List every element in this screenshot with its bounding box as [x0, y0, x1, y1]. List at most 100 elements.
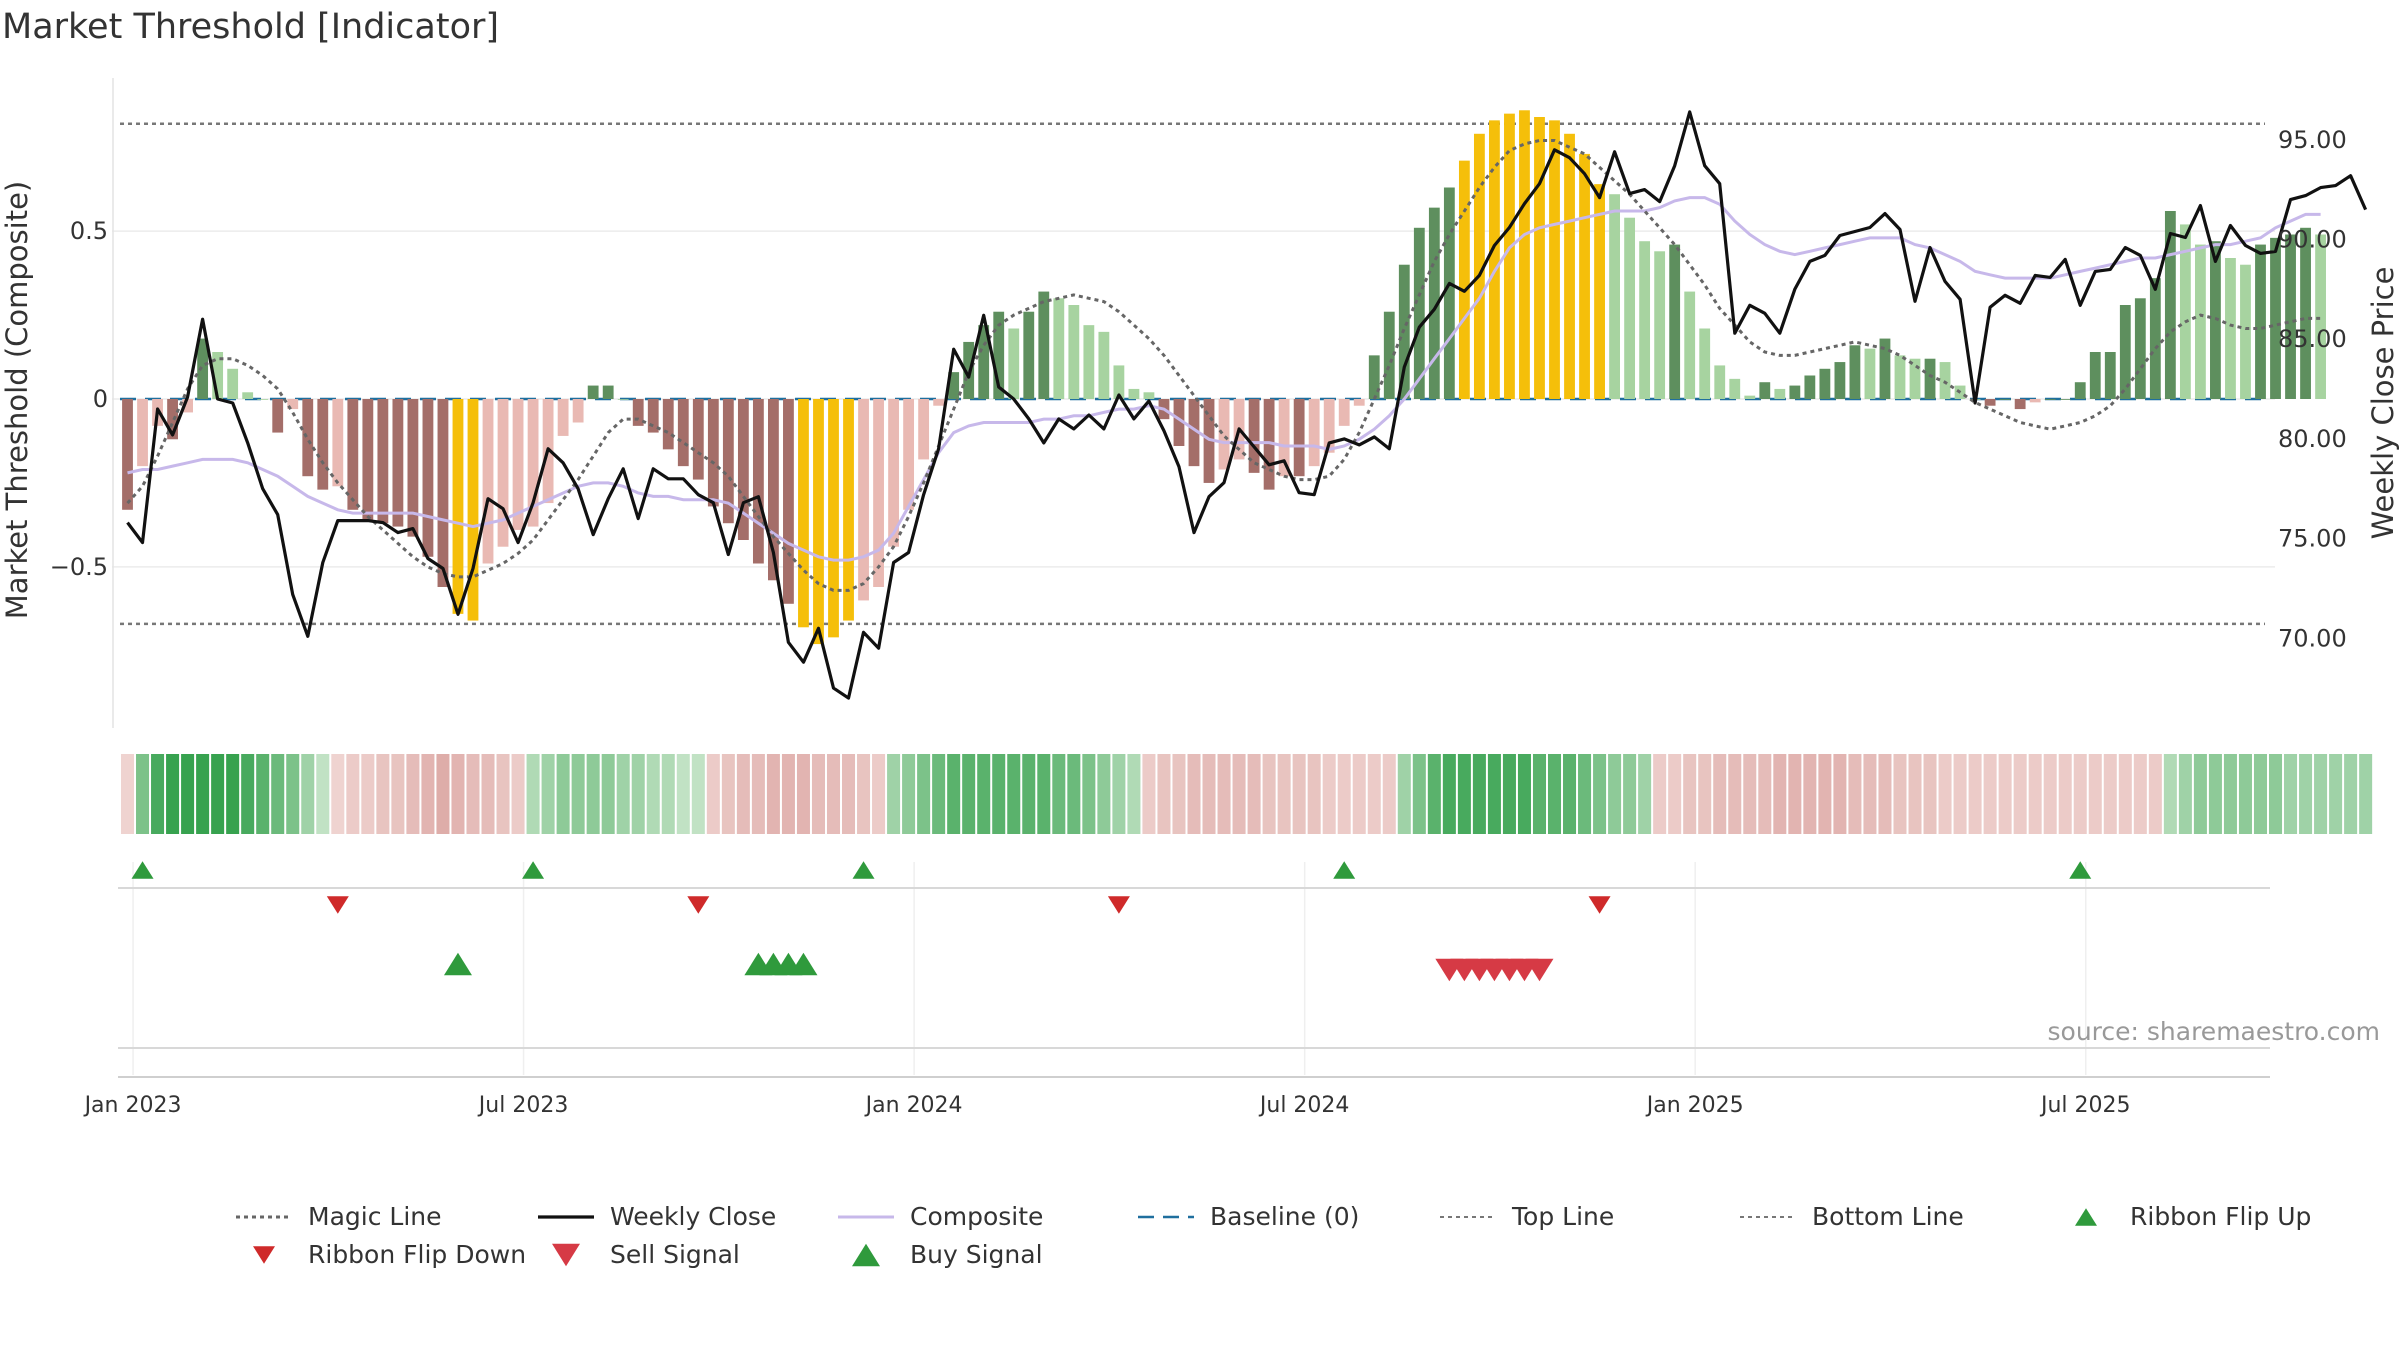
composite-bar — [1413, 227, 1425, 399]
ribbon-cell — [2314, 754, 2328, 834]
ribbon-cell — [751, 754, 765, 834]
composite-bar — [1443, 187, 1455, 399]
ribbon-cell — [2299, 754, 2313, 834]
legend-buy-swatch — [852, 1243, 880, 1267]
composite-bar — [1383, 311, 1395, 399]
ribbon-cell — [1713, 754, 1727, 834]
composite-bar — [1534, 117, 1545, 399]
composite-bar — [1744, 395, 1756, 399]
ribbon-cell — [2058, 754, 2072, 834]
ribbon-cell — [1007, 754, 1021, 834]
composite-bar — [873, 399, 884, 587]
ribbon-cell — [2193, 754, 2207, 834]
ribbon-cell — [796, 754, 810, 834]
ribbon-cell — [1578, 754, 1592, 834]
ribbon-cell — [1112, 754, 1126, 834]
composite-bar — [122, 399, 133, 510]
legend-item: Baseline (0) — [1138, 1202, 1359, 1231]
ribbon-cell — [1157, 754, 1171, 834]
date-tick-label: Jan 2024 — [864, 1093, 963, 1118]
ribbon-flip-down-marker — [326, 896, 349, 914]
ribbon-cell — [301, 754, 315, 834]
ribbon-cell — [1547, 754, 1562, 834]
composite-bar — [1173, 399, 1185, 446]
ribbon-cell — [1743, 754, 1757, 834]
composite-bar — [227, 368, 239, 399]
composite-bar — [362, 399, 374, 520]
ribbon-cell — [1322, 754, 1336, 834]
ribbon-cell — [1563, 754, 1577, 834]
ribbon-cell — [1983, 754, 1997, 834]
ribbon-cell — [826, 754, 841, 834]
composite-bar — [1594, 184, 1605, 399]
ribbon-cell — [2223, 754, 2237, 834]
composite-bar — [1368, 355, 1380, 399]
composite-bar — [2194, 244, 2206, 399]
composite-bar — [2044, 399, 2056, 400]
legend-label: Baseline (0) — [1210, 1202, 1359, 1231]
ribbon-cell — [1878, 754, 1892, 834]
ribbon-cell — [1067, 754, 1081, 834]
ribbon-cell — [661, 754, 675, 834]
ribbon-cell — [2043, 754, 2057, 834]
ribbon-cell — [1683, 754, 1697, 834]
ribbon-cell — [2013, 754, 2027, 834]
axes: 0.5 0 −0.5 95.00 90.00 85.00 80.00 75.00 70.00 Ma… — [0, 78, 2400, 728]
composite-bar — [1714, 365, 1726, 399]
ribbon-cell — [811, 754, 825, 834]
ribbon-cell — [691, 754, 705, 834]
composite-bar — [1804, 375, 1816, 399]
composite-bar — [1489, 120, 1500, 399]
composite-bar — [1053, 298, 1065, 399]
composite-bar — [1278, 399, 1290, 477]
composite-bar — [1909, 358, 1921, 399]
legend-flip-up-swatch — [2075, 1208, 2097, 1226]
ribbon-flip-down-marker — [687, 896, 710, 914]
ribbon-cell — [226, 754, 240, 834]
ribbon-cell — [451, 754, 465, 834]
composite-bar — [452, 399, 464, 614]
ribbon-cell — [1593, 754, 1607, 834]
composite-bar — [302, 399, 314, 477]
ribbon-cell — [1758, 754, 1772, 834]
legend-item: Ribbon Flip Up — [2075, 1202, 2311, 1231]
composite-bar — [1353, 399, 1365, 406]
ribbon-cell — [736, 754, 750, 834]
composite-bar — [1023, 311, 1035, 399]
ribbon-cell — [526, 754, 540, 834]
left-tick-label: 0.5 — [70, 217, 108, 245]
composite-bar — [392, 399, 404, 527]
ribbon-cell — [1292, 754, 1306, 834]
ribbon-cell — [902, 754, 916, 834]
date-tick-label: Jan 2023 — [83, 1093, 182, 1118]
ribbon-cell — [121, 754, 135, 834]
ribbon-cell — [2178, 754, 2192, 834]
composite-bar — [332, 399, 344, 487]
ribbon-strip — [121, 754, 2373, 834]
ribbon-cell — [151, 754, 165, 834]
ribbon-cell — [241, 754, 255, 834]
composite-bar — [1143, 392, 1155, 399]
composite-bar — [1939, 362, 1951, 399]
composite-bar — [1218, 399, 1230, 470]
ribbon-cell — [391, 754, 405, 834]
ribbon-cell — [857, 754, 871, 834]
right-tick-label: 80.00 — [2278, 425, 2347, 453]
composite-bar — [2255, 244, 2266, 399]
ribbon-cell — [1052, 754, 1066, 834]
ribbon-cell — [2344, 754, 2358, 834]
composite-bar — [1864, 348, 1876, 399]
composite-bar — [602, 385, 614, 399]
ribbon-cell — [1863, 754, 1877, 834]
right-tick-label: 75.00 — [2278, 525, 2347, 553]
ribbon-cell — [721, 754, 735, 834]
composite-bar — [1263, 399, 1275, 490]
ribbon-cell — [406, 754, 420, 834]
ribbon-cell — [1908, 754, 1922, 834]
ribbon-cell — [1833, 754, 1847, 834]
weekly-close-line — [126, 110, 2368, 700]
ribbon-flip-up-marker — [852, 861, 875, 879]
composite-bar — [1008, 328, 1020, 399]
ribbon-cell — [631, 754, 645, 834]
ribbon-cell — [2269, 754, 2283, 834]
